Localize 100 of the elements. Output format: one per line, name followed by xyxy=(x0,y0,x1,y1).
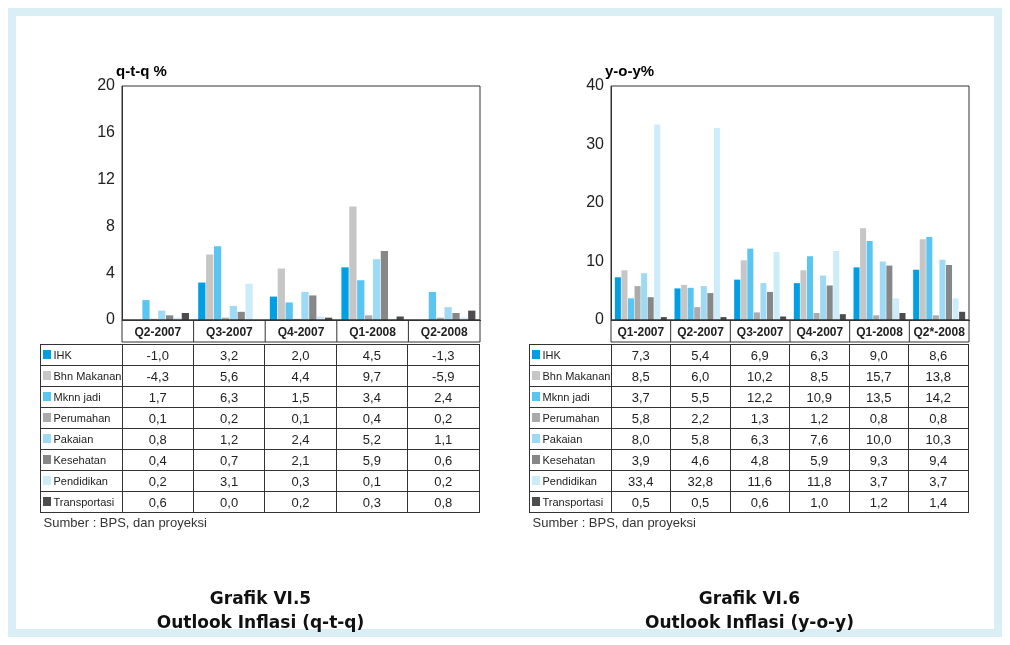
data-label: 3,7 xyxy=(908,470,968,492)
data-label: 6,3 xyxy=(193,386,265,408)
legend-label: IHK xyxy=(542,348,561,361)
y-tick-label: 0 xyxy=(105,310,115,328)
legend-label: Transportasi xyxy=(53,495,115,508)
y-tick-label: 40 xyxy=(585,76,604,94)
data-label: 3,7 xyxy=(611,386,671,408)
x-tick-label: Q4-2007 xyxy=(277,324,325,339)
y-tick-label: 20 xyxy=(96,76,115,94)
data-label: 0,2 xyxy=(407,470,479,492)
data-label: 0,6 xyxy=(407,449,479,471)
data-label: 12,2 xyxy=(730,386,790,408)
data-label: 9,0 xyxy=(849,344,909,366)
y-tick-label: 16 xyxy=(96,123,115,141)
legend-label: Transportasi xyxy=(542,495,604,508)
data-label: 1,4 xyxy=(908,491,968,513)
data-label: 0,5 xyxy=(670,491,730,513)
data-label: 7,3 xyxy=(611,344,671,366)
data-label: 13,5 xyxy=(849,386,909,408)
y-tick-label: 10 xyxy=(585,251,604,269)
data-label: 4,5 xyxy=(336,344,408,366)
data-label: 8,5 xyxy=(611,365,671,387)
x-tick-label: Q2-2008 xyxy=(420,324,468,339)
data-label: 0,8 xyxy=(908,407,968,429)
data-label: 2,1 xyxy=(264,449,337,471)
data-label: 6,3 xyxy=(730,428,790,450)
x-tick-label: Q1-2008 xyxy=(348,324,396,339)
data-label: 11,6 xyxy=(730,470,790,492)
data-label: 0,1 xyxy=(336,470,408,492)
data-label: 6,0 xyxy=(670,365,730,387)
data-label: 5,9 xyxy=(336,449,408,471)
x-tick-label: Q4-2007 xyxy=(795,324,844,339)
x-tick-label: Q2-2007 xyxy=(133,324,181,339)
y-tick-label: 0 xyxy=(594,310,604,328)
data-label: 1,1 xyxy=(407,428,479,450)
data-label: 0,2 xyxy=(122,470,194,492)
text: Outlook Inflasi (q-t-q) xyxy=(155,611,366,634)
data-label: 3,4 xyxy=(336,386,408,408)
data-label: 0,6 xyxy=(122,491,194,513)
y-tick-label: 12 xyxy=(96,170,115,188)
legend-label: Perumahan xyxy=(53,411,111,424)
legend-label: Mknn jadi xyxy=(542,390,590,403)
data-label: 0,5 xyxy=(611,491,671,513)
data-label: 5,5 xyxy=(670,386,730,408)
data-label: 9,3 xyxy=(849,449,909,471)
text: -1,3 xyxy=(432,347,455,363)
data-label: 0,6 xyxy=(730,491,790,513)
y-tick-label: 30 xyxy=(585,134,604,152)
text: Grafik VI.5 xyxy=(208,587,313,610)
x-tick-label: Q1-2008 xyxy=(855,324,903,339)
legend-label: Kesehatan xyxy=(542,453,596,466)
text: -4,3 xyxy=(146,368,169,384)
data-label: 10,0 xyxy=(849,428,909,450)
data-label: 2,0 xyxy=(264,344,337,366)
x-tick-label: Q1-2007 xyxy=(616,324,665,339)
data-label: 10,9 xyxy=(789,386,849,408)
data-label: 4,4 xyxy=(264,365,337,387)
y-tick-label: 8 xyxy=(105,216,115,234)
legend-label: IHK xyxy=(53,348,72,361)
data-label: 0,1 xyxy=(122,407,194,429)
data-label: 11,8 xyxy=(789,470,849,492)
data-label: 1,2 xyxy=(849,491,909,513)
data-label: 5,8 xyxy=(611,407,671,429)
data-label: 2,4 xyxy=(264,428,337,450)
data-label: 8,6 xyxy=(908,344,968,366)
data-label: 8,0 xyxy=(611,428,671,450)
data-label: 0,7 xyxy=(193,449,265,471)
legend-label: Bhn Makanan xyxy=(53,369,122,382)
data-label: 1,0 xyxy=(789,491,849,513)
data-label: 5,9 xyxy=(789,449,849,471)
data-label: 0,8 xyxy=(122,428,194,450)
data-label: 0,3 xyxy=(264,470,337,492)
data-label: 1,2 xyxy=(193,428,265,450)
y-tick-label: 4 xyxy=(105,263,115,281)
data-label: 1,2 xyxy=(789,407,849,429)
data-label: 1,7 xyxy=(122,386,194,408)
data-label: 5,6 xyxy=(193,365,265,387)
data-label: 32,8 xyxy=(670,470,730,492)
data-label: 1,5 xyxy=(264,386,337,408)
data-label: 0,8 xyxy=(407,491,479,513)
data-label: 3,9 xyxy=(611,449,671,471)
data-label: 9,4 xyxy=(908,449,968,471)
y-tick-label: 20 xyxy=(585,193,604,211)
legend-label: Bhn Makanan xyxy=(542,369,611,382)
data-label: 3,2 xyxy=(193,344,265,366)
text: Outlook Inflasi (y-o-y) xyxy=(644,611,855,634)
data-label: 0,2 xyxy=(193,407,265,429)
data-label: 0,8 xyxy=(849,407,909,429)
text: Sumber : BPS, dan proyeksi xyxy=(532,515,697,530)
text: -5,9 xyxy=(432,368,455,384)
data-label: 14,2 xyxy=(908,386,968,408)
legend-label: Pendidikan xyxy=(542,474,597,487)
data-label: 0,4 xyxy=(122,449,194,471)
data-label: 5,4 xyxy=(670,344,730,366)
y-axis-title: q-t-q % xyxy=(115,62,167,79)
y-axis-title: y-o-y% xyxy=(604,62,654,79)
data-label: 8,5 xyxy=(789,365,849,387)
data-label: 3,1 xyxy=(193,470,265,492)
legend-label: Kesehatan xyxy=(53,453,107,466)
data-label: 7,6 xyxy=(789,428,849,450)
